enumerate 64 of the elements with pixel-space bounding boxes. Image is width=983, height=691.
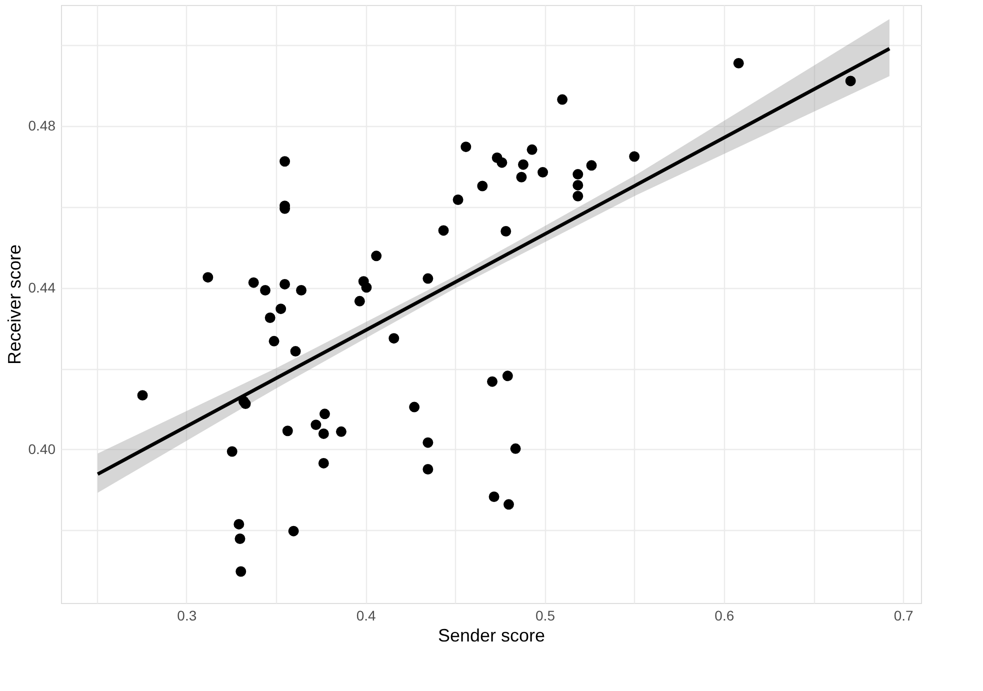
- point: [572, 180, 584, 190]
- y-tick-label: 0.44: [28, 279, 56, 296]
- point: [137, 390, 148, 401]
- point: [496, 157, 508, 168]
- point: [282, 426, 293, 436]
- x-axis-title: Sender score: [438, 626, 546, 646]
- point: [280, 278, 290, 290]
- y-tick-label: 0.48: [28, 118, 56, 134]
- x-tick-label: 0.7: [894, 608, 914, 624]
- y-axis-title: Receiver score: [4, 244, 24, 365]
- point: [361, 282, 372, 293]
- point: [276, 304, 286, 314]
- x-tick-label: 0.5: [536, 608, 556, 624]
- point: [371, 250, 382, 262]
- point: [240, 398, 251, 410]
- point: [452, 194, 464, 205]
- point: [422, 437, 434, 448]
- point: [318, 428, 329, 439]
- point: [538, 167, 548, 178]
- point: [310, 420, 322, 430]
- point: [438, 225, 449, 236]
- point: [264, 312, 276, 323]
- point: [733, 58, 744, 68]
- point: [572, 169, 584, 180]
- point: [629, 151, 640, 162]
- point: [280, 156, 290, 167]
- point: [488, 492, 500, 502]
- point: [268, 336, 280, 346]
- point: [290, 346, 301, 357]
- point: [388, 333, 400, 344]
- point: [460, 142, 472, 152]
- point: [354, 296, 365, 306]
- y-tick-label: 0.40: [28, 440, 56, 457]
- point: [422, 464, 434, 474]
- point: [487, 376, 498, 387]
- point: [422, 273, 434, 284]
- x-tick-label: 0.3: [177, 608, 197, 624]
- point: [572, 190, 584, 202]
- point: [503, 499, 514, 510]
- point: [296, 285, 307, 296]
- point: [236, 566, 246, 577]
- point: [557, 94, 568, 105]
- point: [288, 526, 299, 536]
- point: [510, 443, 521, 454]
- point: [234, 518, 244, 530]
- point: [409, 402, 420, 412]
- point: [260, 285, 270, 296]
- point: [248, 277, 259, 288]
- point: [477, 180, 488, 192]
- point: [500, 226, 512, 237]
- point: [526, 144, 538, 155]
- point: [336, 426, 346, 437]
- point: [318, 458, 329, 468]
- point: [502, 370, 513, 382]
- point: [518, 159, 528, 170]
- x-tick-label: 0.6: [714, 608, 734, 624]
- point: [319, 408, 330, 420]
- point: [845, 76, 856, 86]
- point: [234, 534, 246, 544]
- point: [586, 160, 597, 171]
- x-tick-label: 0.4: [356, 608, 376, 624]
- point: [516, 172, 527, 182]
- point: [202, 272, 214, 283]
- point: [226, 446, 238, 457]
